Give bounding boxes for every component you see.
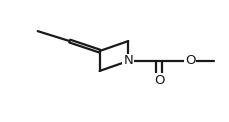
- Text: N: N: [123, 55, 133, 67]
- Text: O: O: [184, 55, 194, 67]
- Text: O: O: [153, 74, 164, 87]
